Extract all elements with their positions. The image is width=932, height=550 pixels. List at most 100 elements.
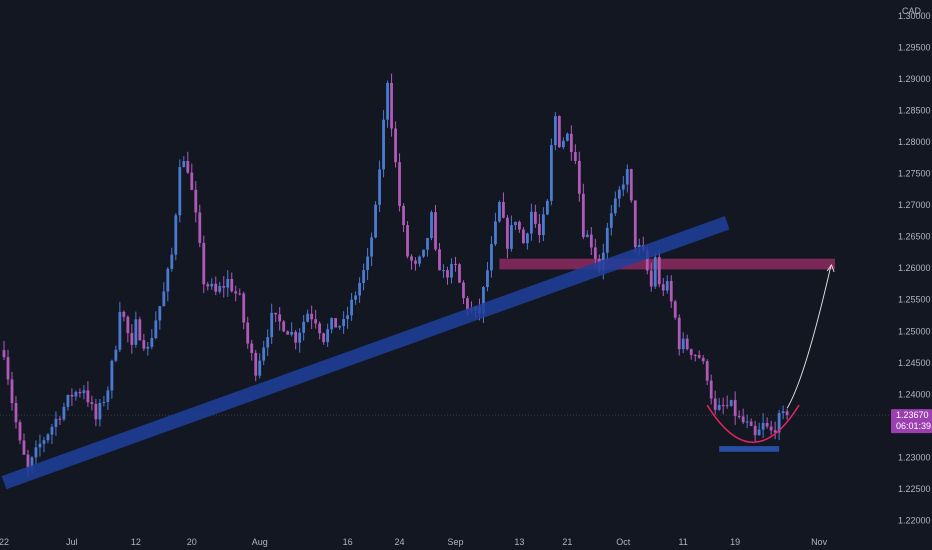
projection-arrow: [786, 264, 832, 409]
time-tick-label: 13: [514, 537, 524, 547]
candle-body: [713, 398, 717, 410]
candle-body: [282, 321, 286, 332]
price-tick-label: 1.29500: [898, 42, 931, 52]
candle-body: [765, 423, 769, 427]
last-price-tag: 1.23670 06:01:39: [891, 409, 932, 434]
price-tick-label: 1.28000: [898, 137, 931, 147]
candle-body: [18, 422, 22, 441]
support-zone: [719, 446, 780, 452]
candle-body: [458, 264, 461, 283]
candle-body: [573, 152, 577, 161]
candle-body: [226, 278, 230, 288]
candle-body: [110, 360, 114, 391]
candle-body: [106, 390, 110, 403]
candle-body: [314, 319, 318, 324]
candle-body: [514, 221, 517, 226]
ascending-trendline: [1, 216, 730, 490]
price-tick-label: 1.26500: [898, 232, 931, 242]
candle-body: [378, 169, 381, 205]
candle-body: [545, 200, 549, 215]
arrow-head: [826, 264, 835, 273]
zones-layer: [0, 258, 891, 416]
candle-body: [657, 257, 661, 285]
price-tick-label: 1.27000: [898, 200, 931, 210]
candle-body: [494, 221, 497, 245]
candle-body: [162, 291, 166, 307]
candle-body: [62, 406, 66, 420]
candle-body: [182, 161, 186, 168]
candle-body: [549, 145, 553, 201]
candle-body: [242, 293, 246, 323]
candle-body: [745, 421, 749, 423]
candle-body: [198, 212, 202, 243]
candle-body: [338, 326, 342, 328]
candle-body: [522, 229, 525, 244]
candle-body: [757, 429, 761, 436]
last-price-value: 1.23670: [896, 410, 929, 420]
candle-body: [366, 256, 369, 271]
candle-body: [222, 286, 226, 288]
time-tick-label: 21: [562, 537, 572, 547]
candles-layer: [2, 73, 789, 477]
candle-body: [681, 338, 685, 350]
candle-body: [310, 313, 314, 320]
candle-body: [653, 257, 657, 287]
price-tick-label: 1.25500: [898, 295, 931, 305]
candle-body: [86, 390, 90, 403]
candle-body: [42, 440, 46, 444]
candle-body: [454, 263, 457, 265]
candle-body: [266, 337, 270, 348]
candle-body: [701, 357, 705, 362]
candle-body: [50, 426, 54, 435]
candle-body: [506, 217, 509, 249]
candle-body: [621, 184, 625, 190]
candle-body: [358, 282, 361, 296]
candle-body: [394, 128, 397, 163]
candle-body: [170, 254, 174, 269]
time-tick-label: Sep: [447, 537, 463, 547]
candle-body: [785, 411, 789, 416]
candle-body: [290, 331, 294, 335]
candle-body: [386, 82, 389, 120]
candle-body: [10, 379, 14, 404]
candle-body: [442, 270, 445, 272]
candle-body: [557, 116, 561, 148]
candle-body: [350, 299, 354, 316]
candle-body: [733, 400, 737, 416]
candle-body: [410, 256, 413, 261]
candle-body: [218, 286, 222, 292]
candle-body: [258, 360, 262, 376]
candle-body: [342, 319, 346, 327]
candle-body: [709, 380, 713, 399]
candle-body: [286, 331, 290, 335]
candle-body: [254, 352, 258, 376]
candle-body: [609, 213, 613, 228]
candle-body: [661, 284, 665, 291]
candle-body: [761, 423, 765, 430]
candle-body: [585, 234, 589, 238]
price-tick-label: 1.26000: [898, 263, 931, 273]
time-tick-label: Jul: [66, 537, 78, 547]
candle-body: [613, 198, 617, 214]
candle-body: [94, 404, 98, 420]
candle-body: [569, 133, 573, 153]
candle-body: [346, 315, 350, 320]
candle-body: [390, 82, 393, 129]
candle-body: [446, 270, 449, 278]
candle-body: [166, 268, 170, 292]
candle-body: [142, 340, 146, 349]
candle-body: [637, 244, 641, 248]
candle-body: [66, 394, 70, 407]
candle-body: [705, 361, 709, 381]
candle-body: [593, 247, 597, 260]
price-tick-label: 1.23000: [898, 452, 931, 462]
candle-body: [510, 225, 513, 249]
price-axis: 1.30000 1.29500 1.29000 1.28500 1.28000 1.275…: [898, 11, 931, 526]
candle-body: [14, 403, 18, 423]
candle-body: [158, 306, 162, 321]
candle-body: [114, 349, 118, 361]
candle-body: [717, 405, 721, 410]
candle-body: [202, 242, 206, 285]
price-tick-label: 1.29000: [898, 74, 931, 84]
